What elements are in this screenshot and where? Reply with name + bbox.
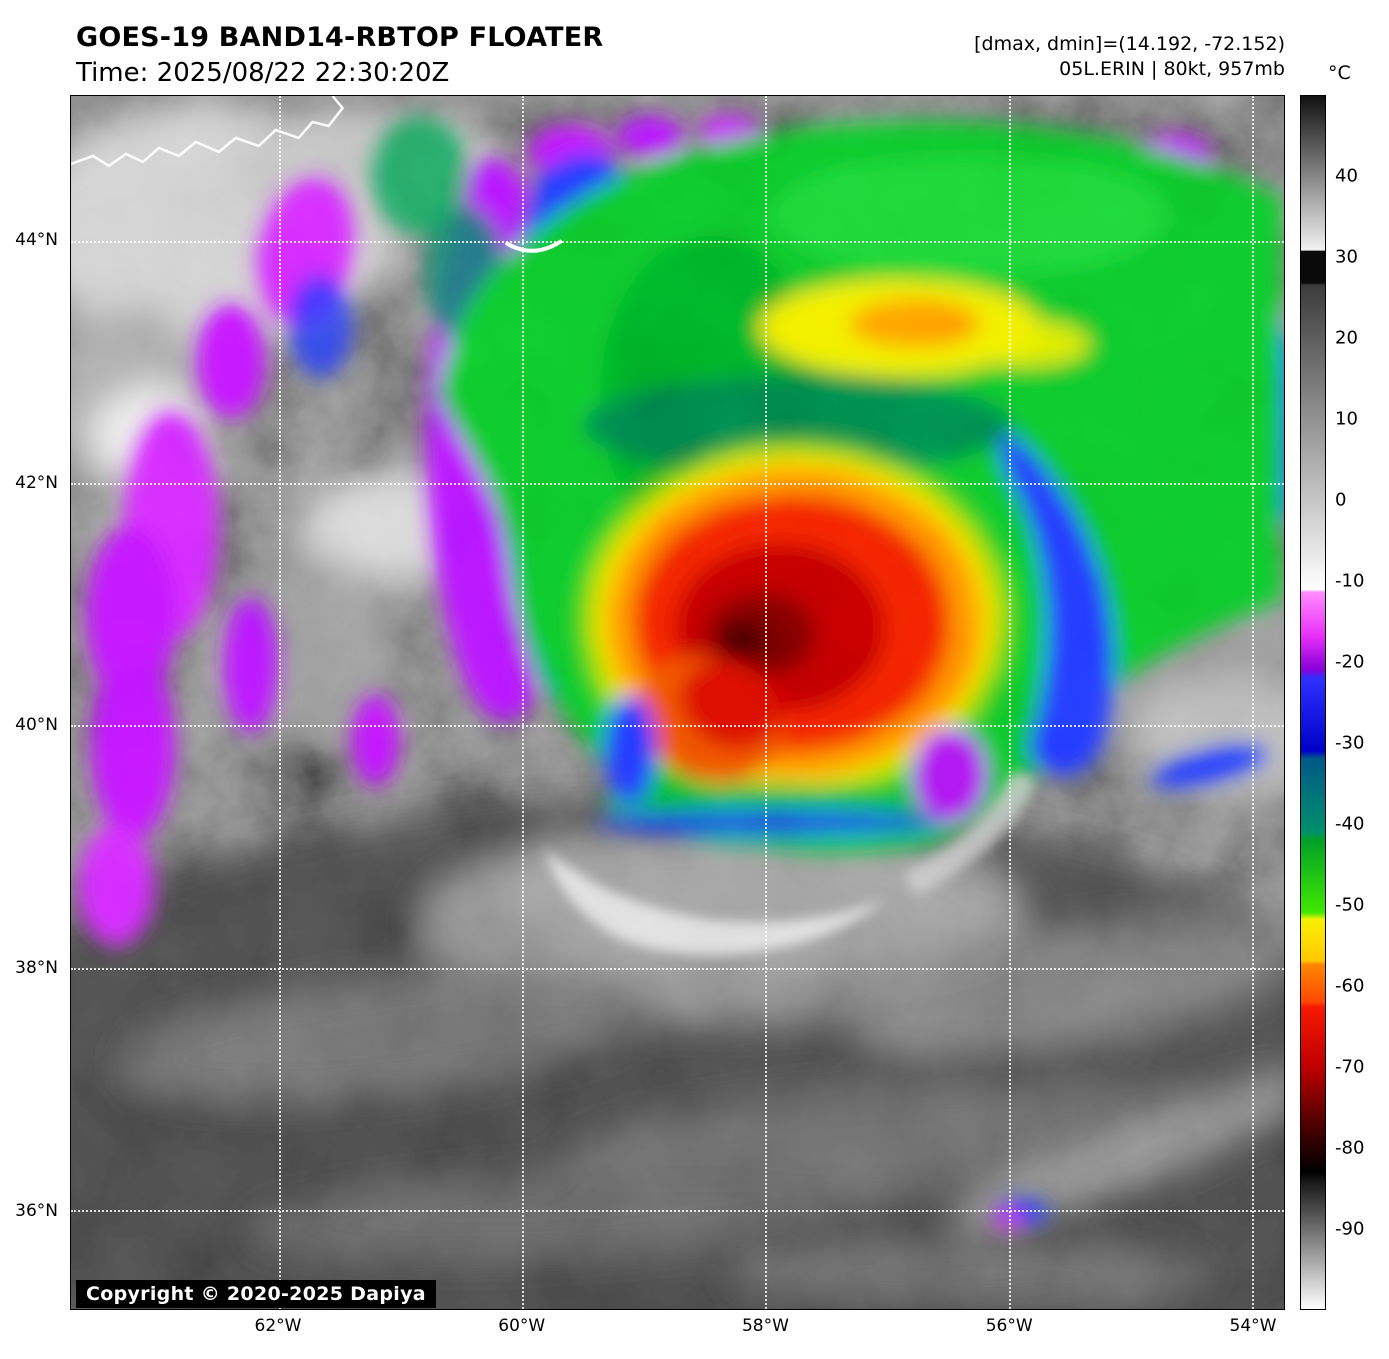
coastline	[71, 96, 345, 168]
colorbar	[1300, 95, 1326, 1310]
latitude-label: 36°N	[15, 1200, 58, 1221]
colorbar-tick-label: -70	[1335, 1056, 1365, 1078]
storm-info-annotation: 05L.ERIN | 80kt, 957mb	[1059, 58, 1285, 80]
longitude-label: 62°W	[254, 1316, 302, 1336]
copyright-badge: Copyright © 2020-2025 Dapiya	[76, 1280, 436, 1308]
satellite-image-canvas	[71, 96, 1284, 1309]
texture-overlay	[71, 96, 1284, 1309]
colorbar-axis: 40 30 20 10 0 -10 -20 -30 -40 -50 -60 -70 -80 -90	[1335, 95, 1389, 1310]
cloud-arc-marker	[505, 239, 563, 253]
colorbar-tick-label: -80	[1335, 1137, 1365, 1159]
longitude-label: 56°W	[985, 1316, 1033, 1336]
longitude-label: 58°W	[741, 1316, 789, 1336]
latitude-label: 40°N	[15, 715, 58, 736]
colorbar-tick-label: -10	[1335, 570, 1365, 592]
page-title: GOES-19 BAND14-RBTOP FLOATER	[76, 22, 604, 53]
longitude-axis: 62°W 60°W 58°W 56°W 54°W	[70, 1316, 1285, 1342]
colorbar-tick-label: -60	[1335, 975, 1365, 997]
colorbar-tick-label: 30	[1335, 246, 1358, 268]
colorbar-tick-label: 0	[1335, 489, 1347, 511]
latitude-axis: 44°N 42°N 40°N 38°N 36°N	[0, 95, 66, 1310]
colorbar-tick-label: -20	[1335, 651, 1365, 673]
colorbar-tick-label: -30	[1335, 732, 1365, 754]
latitude-label: 44°N	[15, 229, 58, 250]
latitude-label: 38°N	[15, 958, 58, 979]
colorbar-tick-label: -40	[1335, 813, 1365, 835]
colorbar-unit-label: °C	[1328, 62, 1351, 84]
colorbar-tick-label: 40	[1335, 165, 1358, 187]
satellite-image	[70, 95, 1285, 1310]
timestamp-label: Time: 2025/08/22 22:30:20Z	[76, 58, 450, 88]
colorbar-tick-label: 10	[1335, 408, 1358, 430]
colorbar-tick-label: -50	[1335, 894, 1365, 916]
longitude-label: 60°W	[498, 1316, 546, 1336]
dmax-dmin-annotation: [dmax, dmin]=(14.192, -72.152)	[974, 33, 1285, 55]
colorbar-tick-label: -90	[1335, 1218, 1365, 1240]
colorbar-tick-label: 20	[1335, 327, 1358, 349]
longitude-label: 54°W	[1229, 1316, 1277, 1336]
latitude-label: 42°N	[15, 472, 58, 493]
